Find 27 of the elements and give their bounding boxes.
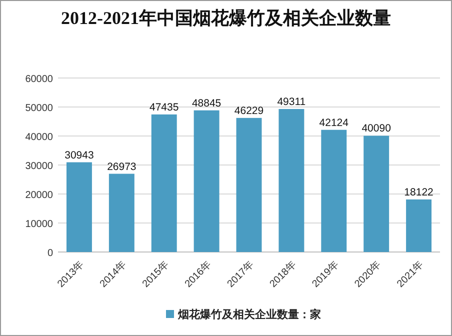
y-tick-label: 0	[47, 248, 54, 259]
bar	[66, 162, 92, 252]
y-tick-label: 50000	[25, 103, 54, 114]
y-tick-label: 30000	[25, 161, 54, 172]
data-label: 26973	[107, 160, 136, 173]
bar	[364, 136, 390, 252]
bar	[236, 118, 262, 252]
data-label: 46229	[234, 104, 264, 117]
data-label: 49311	[277, 96, 306, 108]
y-tick-label: 60000	[25, 74, 54, 85]
y-tick-label: 40000	[25, 132, 54, 143]
bar	[108, 174, 134, 252]
data-label: 18122	[404, 186, 434, 198]
y-tick-label: 10000	[25, 219, 54, 230]
chart-title: 2012-2021年中国烟花爆竹及相关企业数量	[61, 8, 391, 28]
data-label: 30943	[64, 149, 94, 162]
bar	[406, 199, 432, 252]
data-label: 42124	[319, 116, 349, 129]
bar	[321, 130, 347, 252]
legend-label: 烟花爆竹及相关企业数量：家	[177, 308, 321, 321]
data-label: 40090	[362, 122, 392, 135]
bar	[278, 109, 304, 252]
bar	[194, 110, 220, 252]
data-label: 47435	[150, 101, 179, 114]
bar	[151, 114, 177, 252]
y-tick-label: 20000	[25, 190, 54, 201]
data-label: 48845	[192, 97, 222, 110]
